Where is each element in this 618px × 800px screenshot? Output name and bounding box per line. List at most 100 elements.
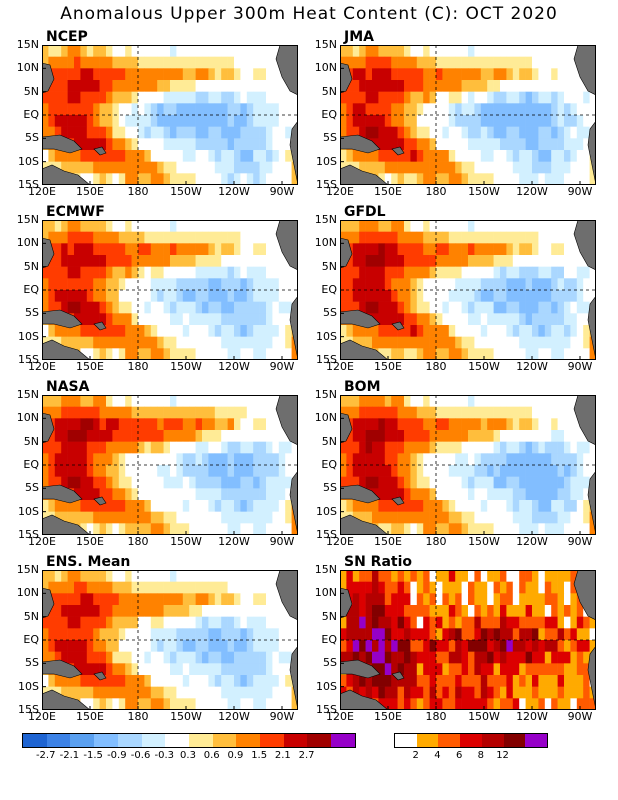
- x-tick-label: 120E: [326, 710, 354, 723]
- field-cell: [525, 126, 533, 139]
- field-cell: [378, 325, 386, 337]
- field-cell: [170, 115, 177, 127]
- field-cell: [150, 570, 158, 582]
- field-cell: [544, 278, 552, 291]
- field-cell: [474, 500, 482, 512]
- field-cell: [42, 301, 49, 314]
- field-cell: [525, 173, 533, 185]
- field-cell: [512, 243, 520, 256]
- field-cell: [131, 266, 139, 279]
- field-cell: [352, 640, 360, 652]
- field-cell: [384, 115, 392, 127]
- field-cell: [557, 476, 565, 489]
- field-cell: [189, 581, 196, 594]
- field-cell: [564, 465, 571, 477]
- y-tick-label: 10N: [16, 236, 39, 250]
- field-cell: [189, 651, 196, 664]
- field-cell: [272, 581, 280, 594]
- field-cell: [208, 418, 216, 431]
- field-cell: [500, 686, 507, 699]
- field-cell: [266, 628, 273, 641]
- field-cell: [144, 488, 152, 501]
- field-cell: [544, 231, 552, 244]
- field-cell: [291, 278, 298, 291]
- field-cell: [512, 570, 520, 582]
- field-cell: [253, 325, 260, 337]
- field-cell: [195, 126, 203, 139]
- field-cell: [384, 500, 392, 512]
- field-cell: [372, 45, 379, 57]
- field-cell: [544, 616, 552, 629]
- field-cell: [416, 255, 424, 267]
- field-cell: [253, 231, 260, 244]
- field-cell: [423, 266, 430, 279]
- field-cell: [221, 255, 228, 267]
- field-cell: [189, 406, 196, 419]
- field-cell: [48, 605, 56, 617]
- field-cell: [551, 45, 558, 57]
- field-cell: [54, 605, 62, 617]
- field-cell: [384, 150, 392, 162]
- field-cell: [480, 395, 488, 407]
- field-cell: [397, 640, 405, 652]
- field-cell: [131, 348, 139, 360]
- field-cell: [532, 663, 539, 676]
- field-cell: [112, 570, 120, 582]
- field-cell: [170, 651, 177, 664]
- field-cell: [131, 313, 139, 326]
- field-cell: [131, 290, 139, 302]
- field-cell: [163, 500, 171, 512]
- field-cell: [365, 476, 373, 489]
- field-cell: [352, 231, 360, 244]
- field-cell: [189, 115, 196, 127]
- field-cell: [125, 45, 132, 57]
- field-cell: [480, 348, 488, 360]
- field-cell: [61, 500, 68, 512]
- field-cell: [525, 406, 533, 419]
- field-cell: [461, 56, 469, 69]
- field-cell: [176, 675, 184, 687]
- field-cell: [67, 675, 75, 687]
- field-cell: [410, 173, 418, 185]
- field-cell: [448, 651, 456, 664]
- y-tick-label: 5N: [23, 434, 39, 448]
- field-cell: [506, 161, 514, 174]
- field-cell: [500, 220, 507, 232]
- field-cell: [468, 570, 475, 582]
- field-cell: [359, 628, 366, 641]
- field-cell: [125, 651, 132, 664]
- field-cell: [557, 628, 565, 641]
- field-cell: [461, 640, 469, 652]
- field-cell: [170, 290, 177, 302]
- field-cell: [259, 56, 267, 69]
- field-cell: [234, 663, 241, 676]
- field-cell: [163, 103, 171, 116]
- field-cell: [234, 441, 241, 454]
- field-cell: [410, 150, 418, 162]
- field-cell: [131, 570, 139, 582]
- field-cell: [291, 465, 298, 477]
- field-cell: [423, 523, 430, 535]
- field-cell: [474, 395, 482, 407]
- field-cell: [391, 150, 398, 162]
- field-cell: [48, 80, 56, 92]
- field-cell: [278, 161, 286, 174]
- field-cell: [163, 523, 171, 535]
- field-cell: [410, 453, 418, 466]
- field-cell: [240, 243, 248, 256]
- field-cell: [189, 150, 196, 162]
- field-cell: [170, 593, 177, 606]
- field-cell: [346, 616, 354, 629]
- field-cell: [416, 91, 424, 104]
- field-cell: [455, 161, 462, 174]
- field-cell: [538, 441, 546, 454]
- field-cell: [67, 500, 75, 512]
- field-cell: [519, 581, 526, 594]
- field-cell: [352, 68, 360, 81]
- field-cell: [512, 220, 520, 232]
- field-cell: [240, 511, 248, 524]
- field-cell: [259, 91, 267, 104]
- field-cell: [131, 103, 139, 116]
- field-cell: [455, 581, 462, 594]
- field-cell: [227, 348, 235, 360]
